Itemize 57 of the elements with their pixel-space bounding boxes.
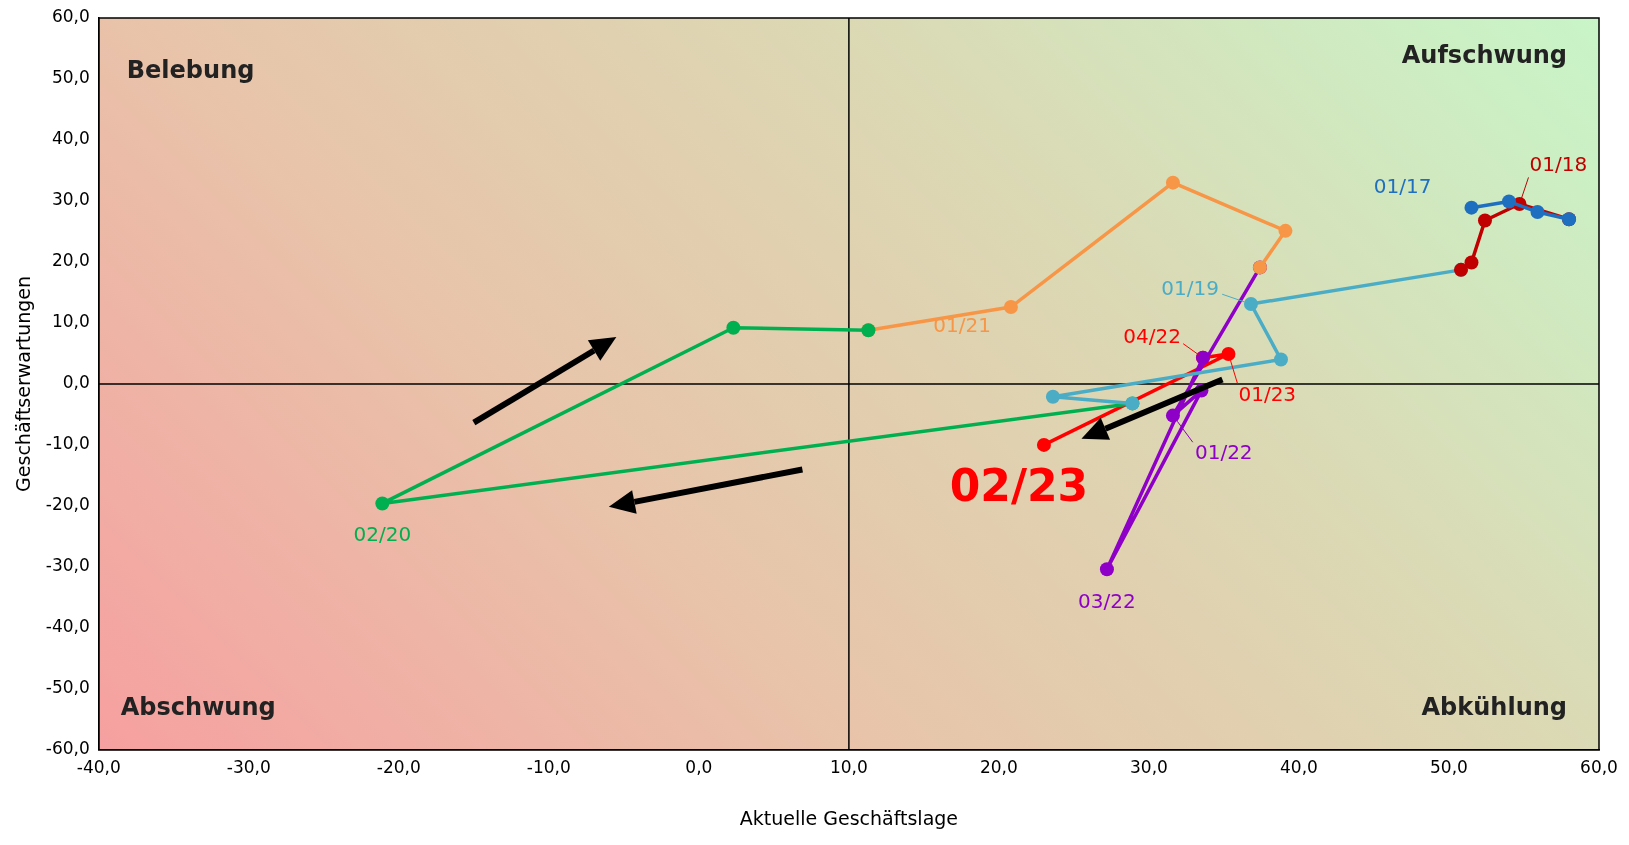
point <box>1165 408 1180 423</box>
x-tick-label: 20,0 <box>979 757 1018 778</box>
annotation: 02/20 <box>353 521 412 546</box>
point <box>1278 223 1293 238</box>
point <box>1221 347 1236 362</box>
point <box>1036 437 1051 452</box>
y-tick-label: 40,0 <box>51 128 90 149</box>
x-tick-label: 10,0 <box>829 757 868 778</box>
x-tick-label: 40,0 <box>1280 757 1318 778</box>
y-axis-title: Geschäftserwartungen <box>12 275 35 492</box>
y-tick-label: -20,0 <box>45 494 90 515</box>
annotation: 01/23 <box>1238 382 1297 407</box>
y-tick-label: -60,0 <box>45 738 90 759</box>
point <box>1464 255 1479 270</box>
x-tick-label: -40,0 <box>76 757 121 778</box>
point <box>726 320 741 335</box>
point <box>1464 200 1479 215</box>
annotation: 01/21 <box>933 313 991 338</box>
point <box>1477 213 1492 228</box>
annotation: Abkühlung <box>1421 692 1567 721</box>
annotation: 01/17 <box>1373 173 1432 198</box>
y-tick-label: -40,0 <box>45 616 90 637</box>
annotation: 01/19 <box>1161 276 1219 301</box>
point <box>1045 389 1060 404</box>
y-tick-label: 20,0 <box>51 250 90 271</box>
point <box>1530 204 1545 219</box>
x-tick-label: 50,0 <box>1430 757 1468 778</box>
point <box>1501 194 1516 209</box>
point <box>375 496 390 511</box>
annotation: 01/22 <box>1194 439 1253 464</box>
point <box>1243 297 1258 312</box>
x-tick-label: -30,0 <box>226 757 271 778</box>
annotation: 02/23 <box>949 460 1089 512</box>
annotation: Aufschwung <box>1401 41 1567 69</box>
y-tick-label: 30,0 <box>51 189 90 210</box>
x-tick-label: 30,0 <box>1130 757 1168 778</box>
y-tick-label: 60,0 <box>51 6 90 27</box>
x-tick-label: -10,0 <box>526 757 571 778</box>
point <box>1003 300 1018 315</box>
point <box>1099 562 1114 577</box>
y-tick-label: -10,0 <box>45 433 90 454</box>
x-axis-title: Aktuelle Geschäftslage <box>739 806 959 829</box>
annotation: 01/18 <box>1529 152 1588 177</box>
y-tick-label: 10,0 <box>51 311 90 332</box>
x-tick-label: 0,0 <box>685 757 713 778</box>
annotation: Belebung <box>126 56 255 84</box>
x-tick-label: -20,0 <box>376 757 421 778</box>
y-tick-label: -50,0 <box>45 677 90 698</box>
y-tick-label: 0,0 <box>62 372 90 393</box>
annotation: 03/22 <box>1078 589 1136 614</box>
y-tick-label: -30,0 <box>45 555 90 576</box>
y-tick-label: 50,0 <box>51 67 90 88</box>
point <box>1273 352 1288 367</box>
point <box>1165 175 1180 190</box>
annotation: 04/22 <box>1123 323 1181 348</box>
annotation: Abschwung <box>120 692 276 721</box>
x-tick-label: 60,0 <box>1580 757 1618 778</box>
